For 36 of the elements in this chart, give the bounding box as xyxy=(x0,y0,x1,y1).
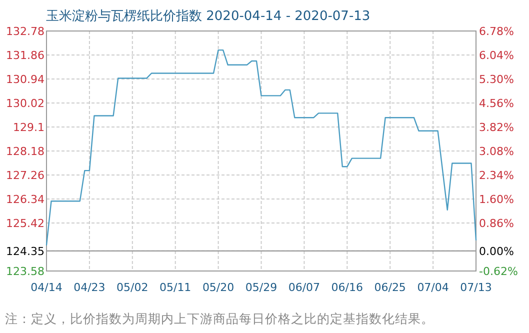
y2-tick-label: 4.56% xyxy=(479,97,514,110)
y2-tick-label: 2.34% xyxy=(479,169,514,182)
y-tick-label: 125.42 xyxy=(6,217,44,230)
y-tick-label: 123.58 xyxy=(6,265,44,278)
x-tick-label: 06/07 xyxy=(288,281,320,294)
y2-tick-label: 6.04% xyxy=(479,49,514,62)
y2-tick-label: 6.78% xyxy=(479,25,514,38)
y-tick-label: 129.1 xyxy=(13,121,44,134)
y2-tick-label: 5.30% xyxy=(479,73,514,86)
x-tick-label: 04/23 xyxy=(74,281,106,294)
y2-tick-label: 3.82% xyxy=(479,121,514,134)
y-tick-label: 131.86 xyxy=(6,49,44,62)
x-tick-label: 05/02 xyxy=(116,281,148,294)
y-tick-label: 126.34 xyxy=(6,193,44,206)
y-tick-label: 127.26 xyxy=(6,169,44,182)
y2-tick-label: 1.60% xyxy=(479,193,514,206)
y2-tick-label: 0.00% xyxy=(479,244,514,258)
y-tick-label: 130.02 xyxy=(6,97,44,110)
text: 注：定义，比价指数为周期内上下游商品每日价格之比的定基指数化结果。 xyxy=(5,311,434,326)
x-tick-label: 04/14 xyxy=(30,281,62,294)
y2-tick-label: 0.86% xyxy=(479,217,514,230)
y-tick-label: 132.78 xyxy=(6,25,44,38)
y-tick-label: 130.94 xyxy=(6,73,44,86)
line-series xyxy=(46,49,477,246)
x-tick-label: 05/29 xyxy=(245,281,278,294)
y-tick-label: 124.35 xyxy=(6,244,44,258)
y2-tick-label: 3.08% xyxy=(479,145,514,158)
x-tick-label: 07/13 xyxy=(460,281,492,294)
x-tick-label: 05/20 xyxy=(202,281,234,294)
x-tick-label: 07/04 xyxy=(417,281,449,294)
y2-tick-label: -0.62% xyxy=(479,265,518,278)
x-tick-label: 05/11 xyxy=(160,281,192,294)
x-tick-label: 06/25 xyxy=(374,281,406,294)
x-tick-label: 06/16 xyxy=(331,281,363,294)
chart-title: 玉米淀粉与瓦楞纸比价指数 2020-04-14 - 2020-07-13 xyxy=(46,9,370,24)
y-tick-label: 128.18 xyxy=(6,145,44,158)
